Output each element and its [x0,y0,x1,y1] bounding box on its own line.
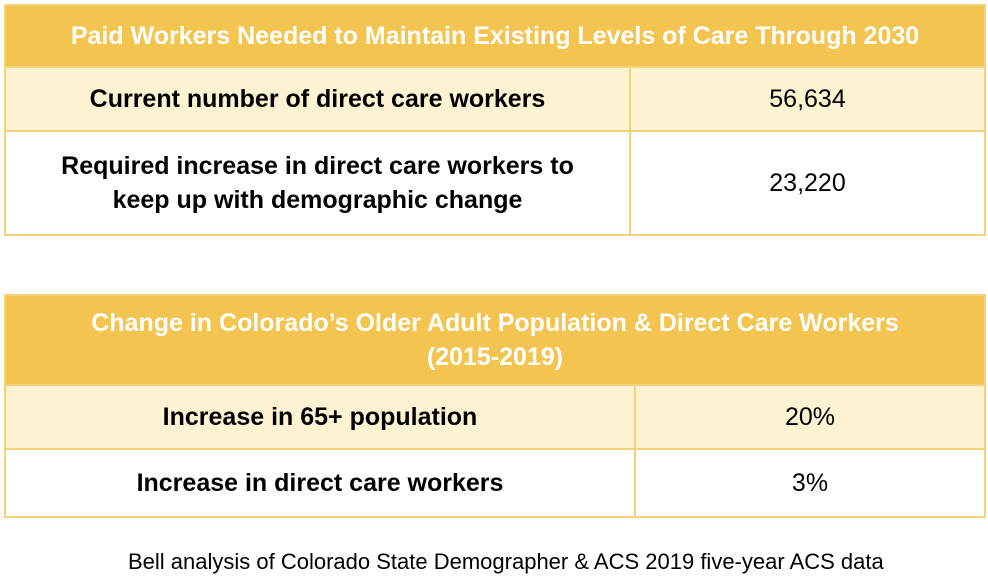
table-title-line: (2015-2019) [426,343,564,371]
row-value: 56,634 [629,66,986,132]
source-note: Bell analysis of Colorado State Demograp… [128,549,884,574]
row-value: 3% [634,448,986,518]
row-value: 20% [634,384,986,450]
table-row: Increase in direct care workers 3% [4,448,986,518]
table-row: Increase in 65+ population 20% [4,384,986,450]
workers-needed-table: Paid Workers Needed to Maintain Existing… [4,4,986,236]
table-header-row: Paid Workers Needed to Maintain Existing… [4,4,986,68]
row-value: 23,220 [629,130,986,236]
table-row: Current number of direct care workers 56… [4,66,986,132]
table-title-line: Change in Colorado’s Older Adult Populat… [91,309,899,337]
row-label-line: keep up with demographic change [112,186,523,214]
table-row: Required increase in direct care workers… [4,130,986,236]
row-label-line: Required increase in direct care workers… [61,152,574,180]
row-label: Increase in direct care workers [4,448,636,518]
table-title: Change in Colorado’s Older Adult Populat… [4,294,986,386]
row-label: Current number of direct care workers [4,66,631,132]
row-label: Increase in 65+ population [4,384,636,450]
row-label: Required increase in direct care workers… [4,130,631,236]
table-header-row: Change in Colorado’s Older Adult Populat… [4,294,986,386]
table-title: Paid Workers Needed to Maintain Existing… [4,4,986,68]
population-change-table: Change in Colorado’s Older Adult Populat… [4,294,986,518]
